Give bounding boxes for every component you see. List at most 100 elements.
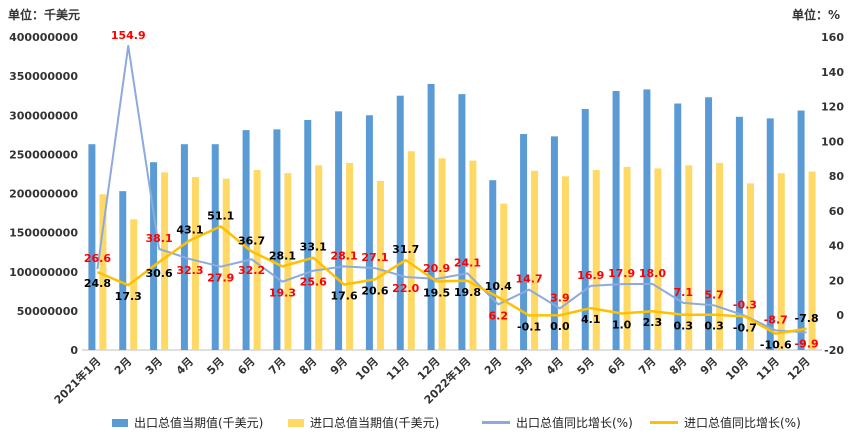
import-growth-label: 36.7 (238, 234, 265, 247)
export-growth-label: 20.9 (423, 262, 450, 275)
import-growth-label: 19.5 (423, 286, 450, 299)
export-growth-label: -8.7 (764, 313, 788, 326)
import-growth-label: 31.7 (392, 243, 419, 256)
legend-item: 进口总值同比增长(%) (650, 414, 801, 431)
export-bar (150, 162, 158, 350)
export-bar (797, 110, 805, 351)
import-bar (623, 166, 631, 350)
export-bar (735, 116, 743, 350)
legend-item: 出口总值当期值(千美元) (112, 414, 263, 431)
import-bar (407, 151, 415, 350)
export-growth-label: -9.9 (795, 337, 819, 350)
x-tick-label: 8月 (667, 355, 689, 377)
import-bar (561, 176, 569, 350)
export-growth-label: 16.9 (577, 269, 604, 282)
import-growth-label: 19.8 (454, 286, 481, 299)
import-bar (592, 170, 600, 350)
left-tick-label: 200000000 (9, 188, 78, 201)
import-bar (438, 158, 446, 350)
x-tick-label: 7月 (266, 355, 288, 377)
export-bar (612, 90, 620, 351)
left-tick-label: 50000000 (17, 305, 79, 318)
right-tick-label: 160 (821, 31, 844, 44)
x-tick-label: 3月 (143, 355, 165, 377)
import-growth-label: 20.6 (361, 284, 388, 297)
right-tick-label: 120 (821, 101, 844, 114)
import-bar (253, 170, 261, 350)
x-tick-label: 7月 (636, 355, 658, 377)
import-bar (346, 162, 354, 350)
export-growth-label: 26.6 (84, 252, 111, 265)
legend-swatch (482, 421, 510, 424)
import-bar (746, 183, 754, 350)
export-bar (427, 83, 435, 350)
export-bar (242, 130, 250, 350)
import-growth-label: 17.6 (331, 290, 358, 303)
left-tick-label: 350000000 (9, 70, 78, 83)
right-tick-label: 40 (829, 240, 845, 253)
right-tick-label: 20 (829, 274, 845, 287)
export-growth-label: 28.1 (331, 249, 358, 262)
import-bar (531, 170, 539, 350)
left-tick-label: 400000000 (9, 31, 78, 44)
export-growth-label: 22.0 (392, 282, 419, 295)
x-tick-label: 10月 (723, 355, 751, 383)
left-tick-label: 0 (70, 344, 78, 357)
import-bar (777, 173, 785, 350)
export-bar (520, 134, 528, 350)
import-growth-label: -7.8 (795, 312, 819, 325)
x-tick-label: 3月 (513, 355, 535, 377)
export-growth-label: 27.9 (207, 272, 234, 285)
right-tick-label: 140 (821, 66, 844, 79)
export-growth-label: 32.2 (238, 264, 265, 277)
export-growth-label: 7.1 (674, 286, 694, 299)
left-tick-label: 150000000 (9, 227, 78, 240)
export-growth-label: 24.1 (454, 256, 481, 269)
import-bar (685, 165, 693, 350)
left-tick-label: 300000000 (9, 109, 78, 122)
left-tick-label: 250000000 (9, 148, 78, 161)
import-bar (808, 171, 816, 350)
import-growth-label: 1.0 (612, 318, 632, 331)
export-bar (396, 95, 404, 350)
export-growth-label: 14.7 (516, 273, 543, 286)
export-growth-label: 19.3 (269, 287, 296, 300)
x-tick-label: 2月 (482, 355, 504, 377)
export-bar (766, 118, 774, 350)
x-tick-label: 10月 (353, 355, 381, 383)
export-bar (705, 97, 713, 350)
export-bar (304, 119, 312, 350)
x-tick-label: 4月 (544, 355, 566, 377)
export-growth-label: 27.1 (361, 251, 388, 264)
import-bar (376, 180, 384, 350)
legend-item: 出口总值同比增长(%) (482, 414, 633, 431)
right-tick-label: -20 (824, 344, 844, 357)
import-growth-label: 28.1 (269, 249, 296, 262)
import-growth-label: 33.1 (300, 241, 327, 254)
import-bar (654, 168, 662, 350)
right-axis-unit: 单位：% (792, 8, 841, 22)
export-bar (643, 89, 651, 351)
import-growth-label: 0.0 (550, 320, 570, 333)
import-growth-label: 0.3 (674, 320, 694, 333)
export-growth-line (96, 44, 807, 334)
import-growth-label: -0.7 (733, 321, 757, 334)
export-growth-label: 18.0 (639, 267, 666, 280)
export-growth-label: -0.3 (733, 299, 757, 312)
export-bar (365, 115, 373, 350)
legend-swatch (288, 418, 304, 427)
export-growth-label: 25.6 (300, 276, 327, 289)
x-tick-label: 2021年1月 (51, 354, 104, 407)
x-tick-label: 12月 (415, 355, 443, 383)
export-growth-label: 3.9 (550, 291, 570, 304)
legend-label: 出口总值当期值(千美元) (134, 416, 264, 430)
left-tick-label: 100000000 (9, 266, 78, 279)
export-bar (581, 108, 589, 351)
export-bar (458, 94, 466, 350)
export-growth-label: 32.3 (176, 264, 203, 277)
x-tick-label: 6月 (235, 355, 257, 377)
import-bar (99, 194, 107, 350)
x-tick-label: 5月 (204, 355, 226, 377)
import-growth-line (96, 225, 807, 335)
